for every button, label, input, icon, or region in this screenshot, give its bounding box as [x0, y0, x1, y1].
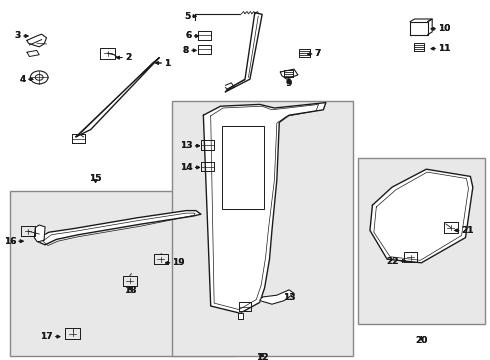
- Polygon shape: [410, 19, 432, 22]
- Text: 22: 22: [386, 256, 398, 265]
- Text: 19: 19: [172, 258, 185, 267]
- Text: 1: 1: [164, 58, 171, 68]
- Text: 1: 1: [164, 58, 171, 68]
- Text: 15: 15: [89, 174, 102, 183]
- Text: 20: 20: [415, 336, 428, 345]
- Polygon shape: [27, 50, 39, 57]
- Text: 13: 13: [180, 141, 193, 150]
- Bar: [172, 101, 353, 356]
- Bar: [222, 126, 264, 209]
- Bar: [358, 158, 485, 324]
- Polygon shape: [225, 13, 262, 92]
- Polygon shape: [38, 211, 201, 245]
- Text: 7: 7: [315, 49, 321, 58]
- Text: 11: 11: [438, 44, 451, 53]
- Text: 6: 6: [185, 31, 192, 40]
- Text: 13: 13: [180, 141, 193, 150]
- Text: 7: 7: [315, 49, 321, 58]
- Text: 17: 17: [40, 332, 53, 341]
- Text: 3: 3: [15, 31, 21, 40]
- Polygon shape: [76, 58, 159, 137]
- Circle shape: [30, 71, 48, 84]
- Text: 12: 12: [256, 353, 269, 360]
- Text: 13: 13: [283, 292, 295, 302]
- Text: 6: 6: [185, 31, 192, 40]
- Polygon shape: [27, 34, 47, 47]
- Text: 18: 18: [123, 286, 136, 295]
- Text: 9: 9: [286, 79, 293, 88]
- Polygon shape: [370, 169, 473, 263]
- Text: 12: 12: [256, 353, 269, 360]
- Text: 15: 15: [89, 174, 102, 183]
- Text: 2: 2: [125, 53, 131, 62]
- Text: 18: 18: [123, 286, 136, 295]
- Text: 4: 4: [20, 75, 26, 84]
- Text: 3: 3: [15, 31, 21, 40]
- Text: 8: 8: [183, 46, 189, 55]
- Text: 10: 10: [438, 24, 450, 33]
- Text: 13: 13: [283, 292, 295, 302]
- Text: 10: 10: [438, 24, 450, 33]
- Text: 21: 21: [462, 226, 474, 235]
- Text: 20: 20: [415, 336, 428, 345]
- Text: 22: 22: [386, 256, 398, 265]
- Polygon shape: [34, 225, 45, 242]
- Text: 11: 11: [438, 44, 451, 53]
- Text: 17: 17: [40, 332, 53, 341]
- Text: 5: 5: [184, 12, 190, 21]
- Text: 9: 9: [286, 79, 293, 88]
- Bar: [10, 191, 235, 356]
- Polygon shape: [238, 313, 243, 319]
- Text: 4: 4: [20, 75, 26, 84]
- Text: 19: 19: [172, 258, 185, 267]
- Polygon shape: [203, 103, 326, 313]
- Text: 16: 16: [3, 237, 16, 246]
- Polygon shape: [260, 290, 294, 304]
- Text: 14: 14: [180, 163, 193, 172]
- Text: 16: 16: [3, 237, 16, 246]
- Text: 8: 8: [183, 46, 189, 55]
- Text: 5: 5: [184, 12, 190, 21]
- Text: 21: 21: [462, 226, 474, 235]
- Text: 14: 14: [180, 163, 193, 172]
- Polygon shape: [280, 69, 298, 79]
- Text: 2: 2: [125, 53, 131, 62]
